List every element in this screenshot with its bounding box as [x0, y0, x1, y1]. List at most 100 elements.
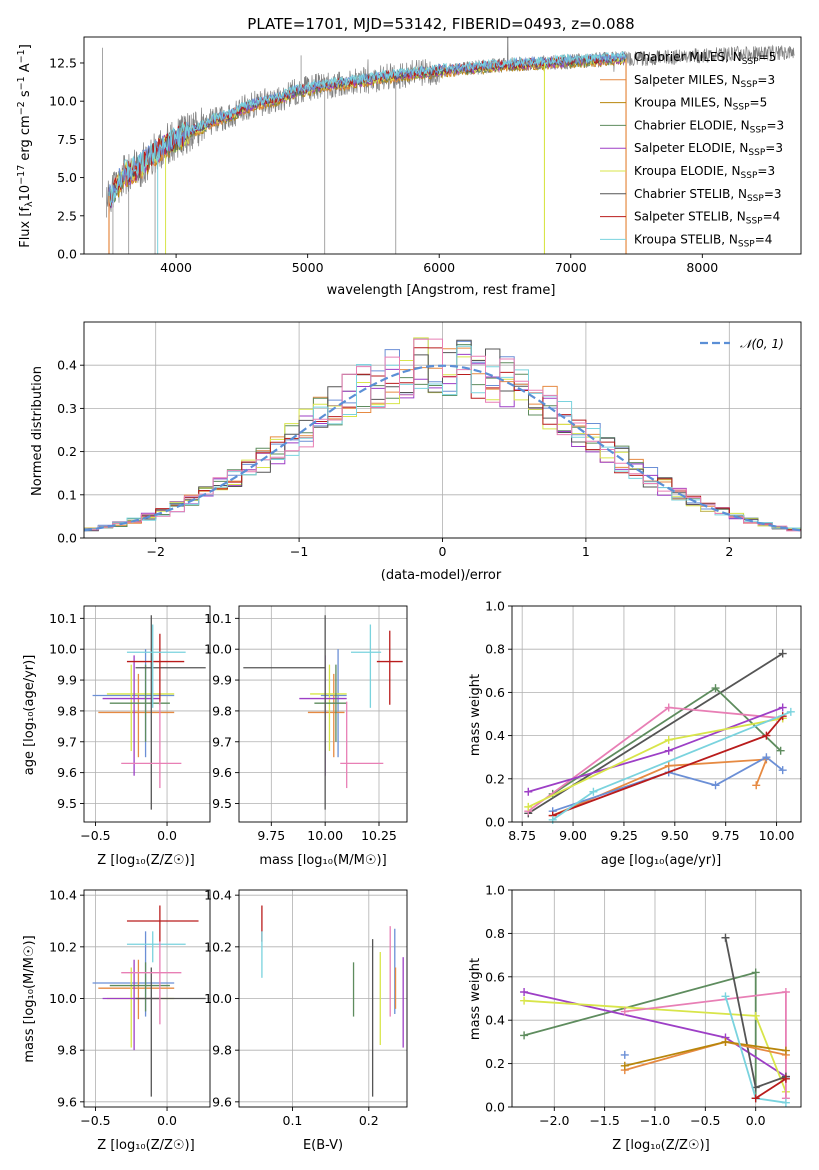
series-point [620, 1061, 629, 1070]
residual-histogram-panel: (data-model)/error Normed distribution −… [30, 321, 802, 583]
legend-label: Kroupa STELIB, NSSP=4 [634, 232, 772, 249]
y-tick-label: 10.1 [49, 611, 77, 626]
legend-label: Chabrier ELODIE, NSSP=3 [634, 118, 784, 135]
x-tick-label: 9.75 [712, 828, 740, 843]
y-tick-label: 0.0 [57, 531, 77, 546]
mwZ-ylabel: mass weight [468, 958, 483, 1040]
spectrum-title: PLATE=1701, MJD=53142, FIBERID=0493, z=0… [247, 15, 634, 33]
series-point [721, 992, 730, 1001]
model-line-kroupa-stelib [108, 50, 627, 206]
x-tick-label: −2.0 [539, 1113, 569, 1128]
x-tick-label: 9.00 [559, 828, 587, 843]
series-point [620, 1050, 629, 1059]
y-tick-label: 9.6 [212, 1094, 232, 1109]
series-point [711, 781, 720, 790]
legend-label: 𝒩(0, 1) [740, 337, 784, 351]
legend-label: Salpeter STELIB, NSSP=4 [634, 210, 780, 227]
y-tick-label: 10.0 [49, 94, 77, 109]
y-tick-label: 1.0 [485, 883, 505, 898]
y-tick-label: 9.5 [212, 796, 232, 811]
spectrum-panel: PLATE=1701, MJD=53142, FIBERID=0493, z=0… [16, 15, 802, 298]
axes-frame [238, 605, 408, 823]
mwAge-xlabel: age [log₁₀(age/yr)] [601, 853, 722, 868]
y-tick-label: 0.0 [57, 247, 77, 262]
y-tick-label: 9.6 [57, 1094, 77, 1109]
y-tick-label: 9.9 [212, 673, 232, 688]
spectrum-xlabel: wavelength [Angstrom, rest frame] [327, 283, 556, 298]
y-tick-label: 9.6 [212, 765, 232, 780]
spectrum-ylabel: Flux [fλ10−17 erg cm−2 s−1 A−1] [16, 44, 35, 248]
y-tick-label: 9.8 [57, 1043, 77, 1058]
age-vs-mass-panel: mass [log₁₀(M/M☉)] 9.75 10.00 10.25 9.5 9.6 9… [204, 605, 408, 868]
x-tick-label: 7000 [555, 260, 587, 275]
series-point [778, 649, 787, 658]
series-point [548, 815, 557, 824]
y-tick-label: 12.5 [49, 55, 77, 70]
series-point [781, 1046, 790, 1055]
y-tick-label: 9.8 [57, 703, 77, 718]
y-tick-label: 0.8 [485, 642, 505, 657]
y-tick-label: 0.0 [485, 815, 505, 830]
x-tick-label: 9.75 [257, 828, 285, 843]
y-tick-label: 7.5 [57, 132, 77, 147]
residual-ylabel: Normed distribution [30, 366, 45, 496]
y-tick-label: 0.2 [485, 1056, 505, 1071]
mass-vs-extinction-panel: E(B-V) 0.1 0.2 9.6 9.8 10.0 10.2 10.4 [204, 888, 408, 1153]
x-tick-label: 10.00 [307, 828, 343, 843]
y-tick-label: 0.8 [485, 926, 505, 941]
y-tick-label: 10.0 [204, 642, 232, 657]
series-point [721, 1037, 730, 1046]
x-tick-label: −0.5 [690, 1113, 720, 1128]
y-tick-label: 10.4 [49, 888, 77, 903]
x-tick-label: 8000 [686, 260, 718, 275]
y-tick-label: 9.8 [212, 703, 232, 718]
legend-label: Kroupa ELODIE, NSSP=3 [634, 164, 775, 181]
y-tick-label: 1.0 [485, 599, 505, 614]
legend-label: Chabrier MILES, NSSP=5 [634, 50, 776, 67]
mwZ-xlabel: Z [log₁₀(Z/Z☉)] [612, 1138, 709, 1153]
y-tick-label: 0.4 [485, 728, 505, 743]
series-point [664, 735, 673, 744]
y-tick-label: 10.4 [204, 888, 232, 903]
ageM-xlabel: mass [log₁₀(M/M☉)] [259, 853, 386, 868]
y-tick-label: 9.6 [57, 765, 77, 780]
legend-label: Salpeter MILES, NSSP=3 [634, 73, 775, 90]
massweight-vs-metallicity-panel: Z [log₁₀(Z/Z☉)] mass weight −2.0 −1.5 −1.0… [468, 883, 802, 1153]
y-tick-label: 10.0 [49, 991, 77, 1006]
y-tick-label: 0.4 [485, 1013, 505, 1028]
axes-frame [83, 605, 211, 823]
y-tick-label: 10.2 [204, 939, 232, 954]
series-point [751, 1094, 760, 1103]
series-line [527, 706, 783, 812]
x-tick-label: 4000 [160, 260, 192, 275]
x-tick-label: 6000 [423, 260, 455, 275]
y-tick-label: 2.5 [57, 208, 77, 223]
y-tick-label: 9.8 [212, 1043, 232, 1058]
series-point [524, 802, 533, 811]
x-tick-label: 10.25 [361, 828, 397, 843]
legend-label: Salpeter ELODIE, NSSP=3 [634, 141, 783, 158]
y-tick-label: 10.2 [49, 939, 77, 954]
age-vs-metallicity-panel: Z [log₁₀(Z/Z☉)] age [log₁₀(age/yr)] −0.5… [22, 605, 211, 868]
series-line [755, 1078, 787, 1100]
y-tick-label: 9.7 [57, 734, 77, 749]
y-tick-label: 0.6 [485, 969, 505, 984]
residual-xlabel: (data-model)/error [381, 568, 502, 583]
y-tick-label: 0.0 [485, 1100, 505, 1115]
x-tick-label: 9.25 [610, 828, 638, 843]
axes-frame [511, 889, 802, 1108]
y-tick-label: 0.1 [57, 487, 77, 502]
massweight-vs-age-panel: age [log₁₀(age/yr)] mass weight 8.75 9.00… [468, 599, 802, 868]
axes-frame [83, 36, 802, 255]
series-point [778, 703, 787, 712]
y-tick-label: 10.0 [204, 991, 232, 1006]
x-tick-label: −2 [146, 544, 164, 559]
x-tick-label: 0 [439, 544, 447, 559]
series-point [589, 787, 598, 796]
x-tick-label: −0.5 [80, 1113, 110, 1128]
series-line [523, 971, 757, 1099]
x-tick-label: 0.0 [157, 828, 177, 843]
y-tick-label: 0.6 [485, 685, 505, 700]
axes-frame [83, 321, 802, 539]
series-point [520, 987, 529, 996]
